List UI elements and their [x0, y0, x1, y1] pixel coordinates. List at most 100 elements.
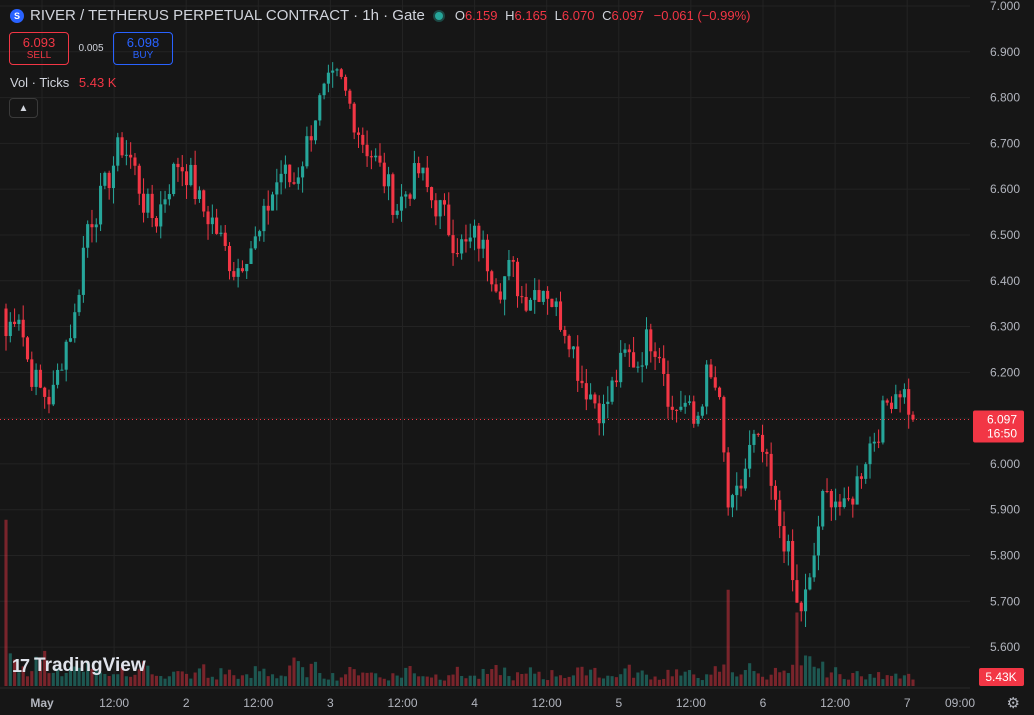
candle-body — [296, 177, 300, 184]
gear-icon[interactable]: ⚙ — [1006, 695, 1020, 712]
volume-bar — [133, 674, 137, 686]
candle-body — [743, 468, 747, 489]
volume-bar — [662, 678, 666, 686]
candle-body — [421, 167, 425, 174]
candle-body — [365, 144, 369, 157]
candle-body — [451, 235, 455, 254]
volume-bar — [782, 670, 786, 686]
volume-bar — [382, 678, 386, 686]
volume-bar — [111, 674, 116, 686]
volume-bar — [533, 673, 537, 686]
candle-body — [223, 232, 227, 246]
volume-bar — [258, 671, 262, 686]
ohlc-close-key: C — [602, 8, 612, 23]
buy-price: 6.098 — [126, 34, 160, 50]
volume-bar — [567, 676, 571, 686]
volume-legend-value: 5.43 K — [78, 75, 117, 90]
candle-body — [485, 239, 489, 272]
candle-body — [567, 335, 571, 350]
candle-body — [546, 290, 550, 299]
candle-body — [17, 319, 21, 325]
volume-legend[interactable]: Vol · Ticks 5.43 K — [10, 75, 116, 90]
volume-bar — [288, 665, 292, 686]
candle-body — [756, 433, 760, 435]
candle-body — [279, 173, 283, 183]
volume-bar — [283, 676, 287, 686]
candle-body — [799, 602, 803, 612]
volume-bar — [34, 656, 38, 686]
candle-body — [47, 396, 51, 405]
candle-body — [851, 498, 855, 505]
candle-body — [240, 268, 244, 272]
candle-body — [649, 329, 653, 352]
volume-bar — [563, 678, 567, 686]
candle-body — [808, 577, 812, 590]
candle-body — [868, 443, 872, 465]
ohlc-open-value: 6.159 — [464, 8, 498, 23]
candle-body — [825, 490, 829, 492]
candle-body — [468, 237, 472, 242]
candle-body — [103, 172, 107, 186]
volume-bar — [318, 673, 322, 686]
volume-bar — [227, 669, 232, 686]
candle-body — [43, 387, 47, 397]
volume-bar — [391, 673, 395, 686]
candle-body — [644, 329, 649, 366]
candle-body — [761, 434, 765, 452]
candle-body — [894, 394, 898, 409]
volume-bar — [821, 661, 825, 686]
candle-body — [627, 349, 631, 353]
candle-body — [842, 498, 846, 508]
candle-body — [111, 165, 116, 189]
candle-body — [662, 358, 666, 374]
chart-title[interactable]: RIVER / TETHERUS PERPETUAL CONTRACT · 1h… — [30, 7, 425, 24]
candle-body — [13, 321, 17, 325]
volume-bar — [412, 673, 416, 686]
volume-bar — [421, 676, 425, 686]
volume-bar — [786, 673, 790, 686]
x-tick-label: 12:00 — [99, 696, 129, 710]
volume-bar — [154, 675, 158, 686]
candle-body — [378, 155, 382, 163]
candle-body — [735, 485, 739, 496]
candle-body — [675, 409, 679, 411]
volume-bar — [99, 672, 103, 686]
volume-bar — [374, 673, 378, 686]
tradingview-logo[interactable]: 17 TradingView — [12, 655, 146, 677]
collapse-legend-button[interactable]: ▲ — [9, 98, 38, 118]
symbol-icon[interactable]: S — [10, 8, 24, 23]
candle-body — [30, 359, 34, 387]
volume-bar — [30, 671, 34, 686]
candle-body — [752, 433, 756, 445]
volume-bar — [842, 679, 846, 686]
volume-bar — [735, 676, 739, 686]
candle-body — [524, 296, 528, 311]
volume-bar — [4, 519, 8, 686]
candle-body — [472, 225, 477, 238]
sell-button[interactable]: 6.093 SELL — [9, 32, 69, 65]
candle-body — [438, 200, 442, 217]
candle-body — [718, 387, 722, 398]
volume-bar — [902, 675, 906, 686]
volume-bar — [180, 671, 184, 686]
candle-body — [322, 83, 326, 96]
countdown-label: 16:50 — [987, 427, 1017, 441]
ohlc-close-value: 6.097 — [611, 8, 645, 23]
volume-bar — [812, 666, 816, 686]
volume-bar — [301, 667, 305, 686]
x-tick-label: 3 — [327, 696, 334, 710]
candle-body — [193, 164, 197, 200]
candle-body — [236, 268, 240, 277]
volume-bar — [352, 669, 356, 686]
candle-body — [266, 205, 270, 211]
candle-body — [864, 464, 868, 479]
volume-bar — [657, 679, 661, 686]
x-tick-label: 12:00 — [676, 696, 706, 710]
volume-bar — [825, 677, 829, 686]
volume-bar — [425, 676, 429, 686]
volume-bar — [877, 672, 881, 686]
candle-body — [623, 349, 627, 353]
candle-body — [107, 172, 111, 189]
buy-button[interactable]: 6.098 BUY — [113, 32, 173, 65]
